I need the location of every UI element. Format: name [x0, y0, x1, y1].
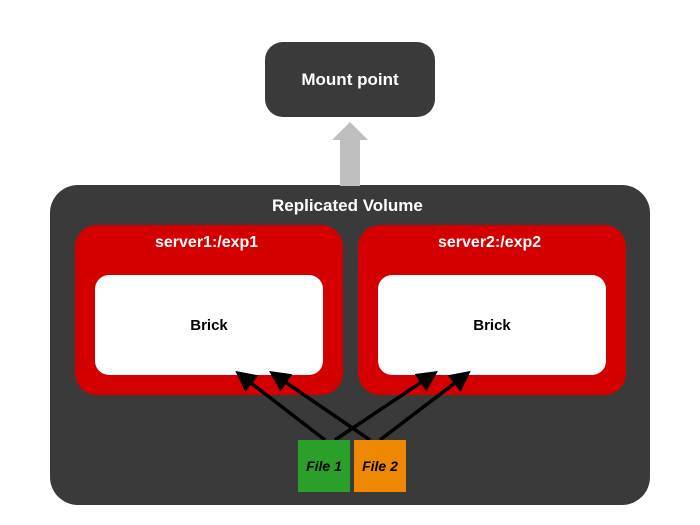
server-label-0: server1:/exp1: [155, 234, 258, 252]
file-label-1: File 2: [362, 458, 398, 474]
brick-box-1: Brick: [378, 275, 606, 375]
brick-label-1: Brick: [473, 317, 511, 334]
volume-title: Replicated Volume: [272, 196, 423, 216]
file-label-0: File 1: [306, 458, 342, 474]
file-box-1: File 2: [354, 440, 406, 492]
diagram-canvas: Mount point Replicated Volume server1:/e…: [0, 0, 700, 525]
mount-point-label: Mount point: [301, 70, 398, 90]
brick-box-0: Brick: [95, 275, 323, 375]
up-arrow-icon: [332, 122, 368, 186]
file-box-0: File 1: [298, 440, 350, 492]
server-label-1: server2:/exp2: [438, 234, 541, 252]
brick-label-0: Brick: [190, 317, 228, 334]
mount-point-box: Mount point: [265, 42, 435, 117]
